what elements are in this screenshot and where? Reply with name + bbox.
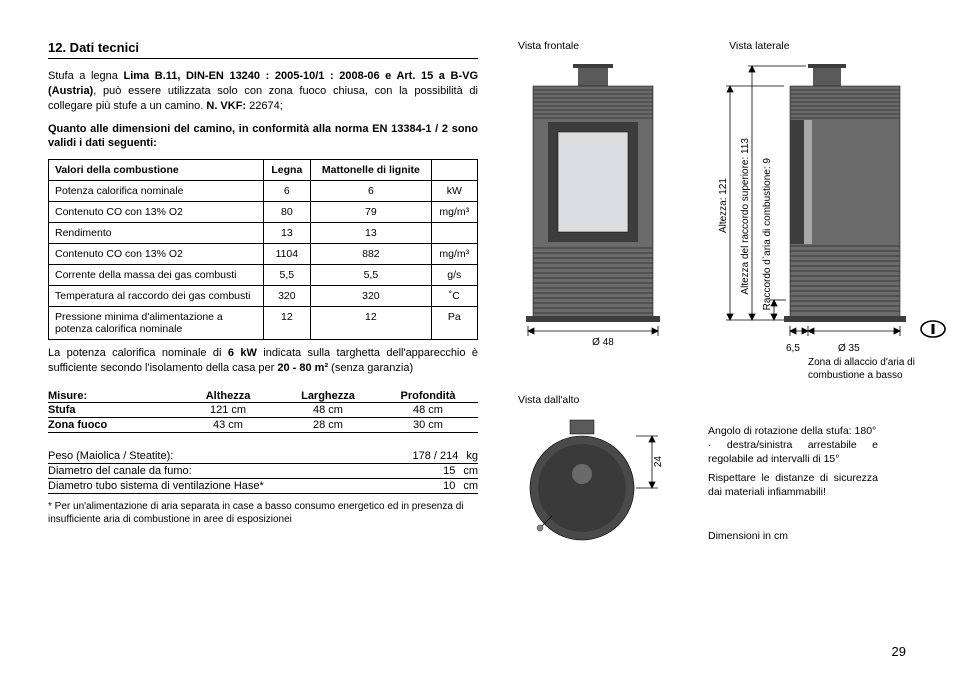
spec-row: Diametro del canale da fumo:15cm	[48, 464, 478, 479]
dim-airconn: Raccordo d`aria di combustione: 9	[762, 158, 773, 310]
dim-upper: Altezza del raccordo superiore: 113	[740, 138, 751, 295]
annotation-block: Angolo di rotazione della stufa: 180° · …	[708, 418, 878, 551]
measures-table: Misure: Althezza Larghezza Profondità St…	[48, 390, 478, 433]
note-paragraph: Quanto alle dimensioni del camino, in co…	[48, 122, 478, 152]
table-row: Contenuto CO con 13% O28079mg/m³	[49, 202, 478, 223]
label-front-view: Vista frontale	[518, 40, 579, 52]
diagram-side-view: Altezza: 121 Altezza del raccordo superi…	[708, 58, 918, 348]
label-side-view: Vista laterale	[729, 40, 790, 52]
label-top-view: Vista dall'alto	[518, 394, 918, 406]
spec-row: Diametro tubo sistema di ventilazione Ha…	[48, 479, 478, 494]
heading-rule	[48, 58, 478, 59]
table-row: Corrente della massa dei gas combusti5,5…	[49, 265, 478, 286]
dim-d48: Ø 48	[518, 337, 688, 348]
footnote: * Per un'alimentazione di aria separata …	[48, 500, 478, 526]
specs-list: Peso (Maiolica / Steatite):178 / 214kgDi…	[48, 449, 478, 494]
table-row: Temperatura al raccordo dei gas combusti…	[49, 286, 478, 307]
combustion-table: Valori della combustioneLegnaMattonelle …	[48, 159, 478, 340]
table-row: Potenza calorifica nominale66kW	[49, 181, 478, 202]
table-row: Rendimento1313	[49, 223, 478, 244]
table-row: Pressione minima d'alimentazione a poten…	[49, 307, 478, 340]
table-header: Legna	[263, 160, 311, 181]
dim-35: Ø 35	[838, 343, 860, 354]
section-heading: 12. Dati tecnici	[48, 40, 478, 55]
language-marker-icon	[920, 320, 946, 338]
table-header: Valori della combustione	[49, 160, 264, 181]
dim-height: Altezza: 121	[718, 178, 729, 233]
page-number: 29	[892, 644, 906, 659]
dim-65: 6,5	[786, 343, 800, 354]
spec-row: Peso (Maiolica / Steatite):178 / 214kg	[48, 449, 478, 464]
diagram-front-view: Ø 48	[518, 58, 688, 348]
label-zona: Zona di allaccio d'aria di combustione a…	[808, 357, 938, 382]
post-table-paragraph: La potenza calorifica nominale di 6 kW i…	[48, 346, 478, 376]
table-row: Contenuto CO con 13% O21104882mg/m³	[49, 244, 478, 265]
dim-24: 24	[653, 456, 664, 467]
table-header: Mattonelle di lignite	[311, 160, 431, 181]
intro-paragraph: Stufa a legna Lima B.11, DIN-EN 13240 : …	[48, 69, 478, 114]
diagram-top-view: 24	[518, 418, 668, 551]
table-header	[431, 160, 477, 181]
